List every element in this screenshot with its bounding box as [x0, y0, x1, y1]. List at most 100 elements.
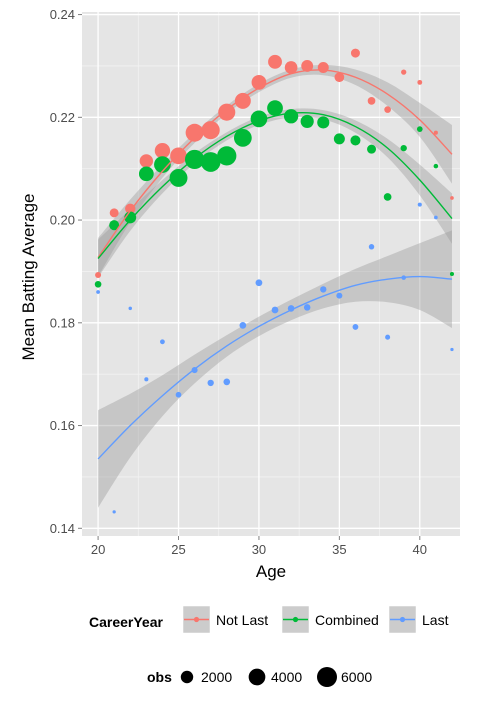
point-combined — [169, 168, 188, 187]
point-not-last — [218, 103, 236, 121]
point-not-last — [109, 208, 119, 218]
y-tick-label: 0.14 — [50, 521, 75, 536]
x-tick-label: 20 — [91, 542, 105, 557]
y-axis-ticks: 0.14 0.16 0.18 0.20 0.22 0.24 — [50, 7, 82, 536]
point-combined — [109, 220, 120, 231]
point-combined — [383, 193, 392, 201]
size-legend-label: 4000 — [271, 669, 302, 685]
confidence-bands — [98, 64, 452, 508]
point-not-last — [170, 147, 187, 165]
color-legend-label: Not Last — [216, 612, 268, 628]
point-last — [385, 334, 391, 340]
x-axis-ticks: 20 25 30 35 40 — [91, 536, 427, 557]
size-legend-label: 6000 — [341, 669, 372, 685]
point-not-last — [384, 106, 391, 113]
color-legend-items: Not Last Combined Last — [182, 605, 449, 634]
point-combined — [200, 152, 221, 172]
point-combined — [333, 133, 345, 145]
point-last — [96, 290, 100, 294]
point-combined — [94, 280, 102, 288]
x-tick-label: 25 — [171, 542, 185, 557]
y-tick-label: 0.22 — [50, 110, 75, 125]
color-legend-label: Combined — [315, 612, 379, 628]
size-legend-label: 2000 — [201, 669, 232, 685]
point-combined — [283, 109, 299, 124]
y-axis-title: Mean Batting Average — [19, 194, 38, 361]
point-not-last — [185, 123, 204, 142]
point-last — [320, 286, 327, 293]
point-not-last — [125, 203, 136, 214]
point-not-last — [334, 72, 345, 83]
point-last — [144, 377, 149, 382]
point-not-last — [154, 143, 171, 159]
size-legend-circle — [180, 670, 194, 684]
point-last — [368, 244, 375, 250]
fit-line-last — [97, 275, 453, 460]
size-legend-title: obs — [147, 669, 172, 685]
point-not-last — [350, 48, 360, 58]
size-legend-circle — [317, 667, 337, 687]
point-combined — [400, 144, 407, 152]
point-combined — [416, 126, 423, 132]
data-points — [94, 48, 454, 514]
point-not-last — [284, 61, 298, 74]
point-combined — [317, 116, 330, 129]
size-legend: obs 2000 4000 6000 — [147, 667, 372, 687]
y-tick-label: 0.24 — [50, 7, 75, 22]
y-tick-label: 0.18 — [50, 315, 75, 330]
point-last — [175, 391, 182, 398]
point-not-last — [95, 272, 102, 279]
point-not-last — [433, 130, 438, 135]
point-not-last — [268, 54, 282, 69]
point-last — [223, 378, 231, 386]
point-not-last — [139, 154, 154, 168]
panel-background — [82, 12, 460, 536]
point-not-last — [450, 196, 454, 200]
point-not-last — [317, 61, 329, 73]
point-last — [434, 215, 438, 220]
band-last — [98, 230, 452, 508]
point-last — [112, 510, 116, 514]
point-combined — [233, 128, 252, 147]
x-tick-label: 35 — [332, 542, 346, 557]
point-not-last — [401, 69, 407, 75]
point-not-last — [234, 92, 251, 109]
fit-lines — [97, 69, 453, 460]
point-not-last — [301, 60, 314, 72]
point-combined — [350, 135, 361, 146]
point-last — [450, 347, 454, 352]
point-not-last — [417, 79, 423, 85]
color-legend-title: CareerYear — [89, 614, 164, 630]
point-last — [271, 306, 279, 314]
point-last — [160, 339, 165, 345]
point-combined — [154, 156, 171, 173]
fit-line-combined — [97, 111, 453, 260]
point-last — [239, 321, 247, 329]
legend-key-point — [399, 616, 406, 623]
point-last — [417, 202, 422, 207]
size-legend-items: 2000 4000 6000 — [180, 667, 372, 687]
point-combined — [217, 146, 237, 166]
legend-key-point — [193, 616, 200, 623]
point-combined — [138, 166, 154, 182]
point-not-last — [367, 97, 376, 105]
color-legend: CareerYear Not Last Combined Last — [89, 605, 449, 634]
point-last — [207, 379, 214, 387]
y-tick-label: 0.16 — [50, 418, 75, 433]
point-combined — [267, 100, 283, 116]
point-last — [128, 306, 132, 311]
point-last — [255, 279, 263, 287]
legend-key-point — [292, 616, 299, 623]
y-tick-label: 0.20 — [50, 213, 75, 228]
point-last — [352, 324, 359, 330]
point-combined — [367, 144, 377, 154]
x-axis-title: Age — [256, 562, 286, 581]
point-combined — [300, 114, 314, 128]
point-combined — [433, 163, 439, 169]
point-not-last — [201, 121, 220, 140]
point-last — [303, 304, 311, 311]
fit-line-not-last — [97, 69, 453, 258]
point-combined — [449, 271, 454, 277]
x-tick-label: 30 — [252, 542, 266, 557]
